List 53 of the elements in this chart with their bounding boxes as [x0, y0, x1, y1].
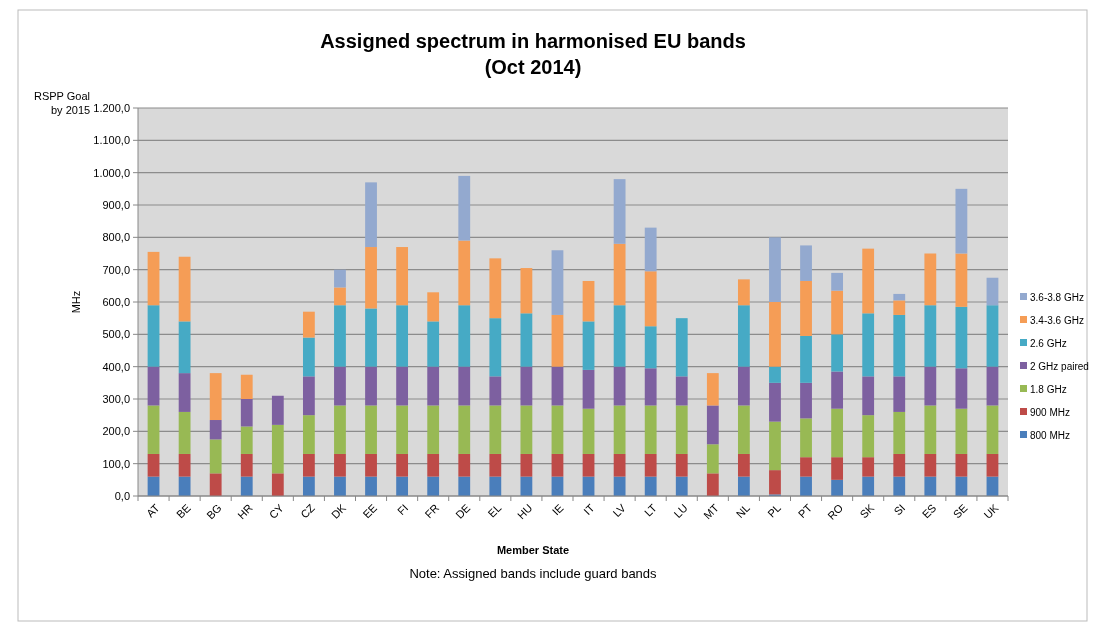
x-axis-title: Member State — [496, 544, 570, 556]
y-tick-label: 800,0 — [102, 231, 130, 244]
x-tick-label: MT — [701, 501, 722, 522]
x-tick-label: EL — [485, 501, 504, 520]
x-tick-label: LU — [671, 501, 690, 521]
legend-label: 800 MHz — [1030, 429, 1071, 441]
x-tick-label: LV — [610, 501, 629, 520]
x-tick-label: CZ — [298, 501, 318, 521]
legend-label: 2 GHz paired — [1030, 360, 1089, 372]
legend-label: 900 MHz — [1030, 406, 1071, 418]
x-tick-label: HU — [514, 501, 535, 522]
y-tick-label: 200,0 — [102, 425, 130, 438]
x-tick-label: AT — [143, 501, 162, 520]
legend-label: 3.6-3.8 GHz — [1030, 291, 1084, 303]
y-tick-label: 700,0 — [102, 263, 130, 276]
x-tick-label: FI — [394, 501, 411, 518]
chart-title: Assigned spectrum in harmonised EU bands (Oct 2014) — [320, 30, 746, 78]
x-tick-label: DK — [328, 501, 349, 521]
text: RSPP Goal by 2015 — [34, 90, 91, 116]
y-tick-label: 900,0 — [102, 198, 130, 211]
y-axis-title: MHz — [70, 290, 82, 314]
x-tick-label: SE — [950, 501, 970, 521]
x-tick-label: ES — [919, 501, 939, 521]
y-tick-label: 600,0 — [102, 295, 130, 308]
x-tick-label: SK — [857, 501, 877, 521]
x-tick-label: IT — [581, 501, 597, 518]
y-tick-label: 300,0 — [102, 392, 130, 405]
text: Note: Assigned bands include guard bands — [409, 566, 658, 581]
x-tick-label: NL — [733, 501, 753, 521]
x-tick-label: LT — [641, 501, 660, 519]
x-tick-label: RO — [825, 501, 846, 522]
legend-label: 1.8 GHz — [1030, 383, 1067, 395]
y-tick-label: 500,0 — [102, 328, 130, 341]
legend-label: 2.6 GHz — [1030, 337, 1067, 349]
y-tick-label: 0,0 — [114, 489, 130, 502]
y-tick-label: 1.200,0 — [93, 101, 130, 114]
x-tick-label: PL — [765, 501, 784, 520]
x-tick-label: IE — [549, 501, 566, 518]
y-tick-label: 1.100,0 — [93, 134, 130, 147]
x-tick-label: BE — [173, 501, 193, 521]
x-tick-label: DE — [453, 501, 473, 521]
x-tick-label: BG — [204, 501, 224, 522]
x-tick-label: SI — [891, 501, 908, 518]
x-tick-label: PT — [795, 501, 815, 521]
y-tick-label: 100,0 — [102, 457, 130, 470]
y-tick-label: 400,0 — [102, 360, 130, 373]
x-tick-label: FR — [422, 501, 442, 521]
x-tick-label: HR — [235, 501, 255, 522]
x-tick-label: UK — [981, 501, 1002, 521]
x-tick-label: EE — [360, 501, 380, 521]
x-tick-label: CY — [266, 501, 287, 521]
legend-label: 3.4-3.6 GHz — [1030, 314, 1084, 326]
y-tick-label: 1.000,0 — [93, 166, 130, 179]
